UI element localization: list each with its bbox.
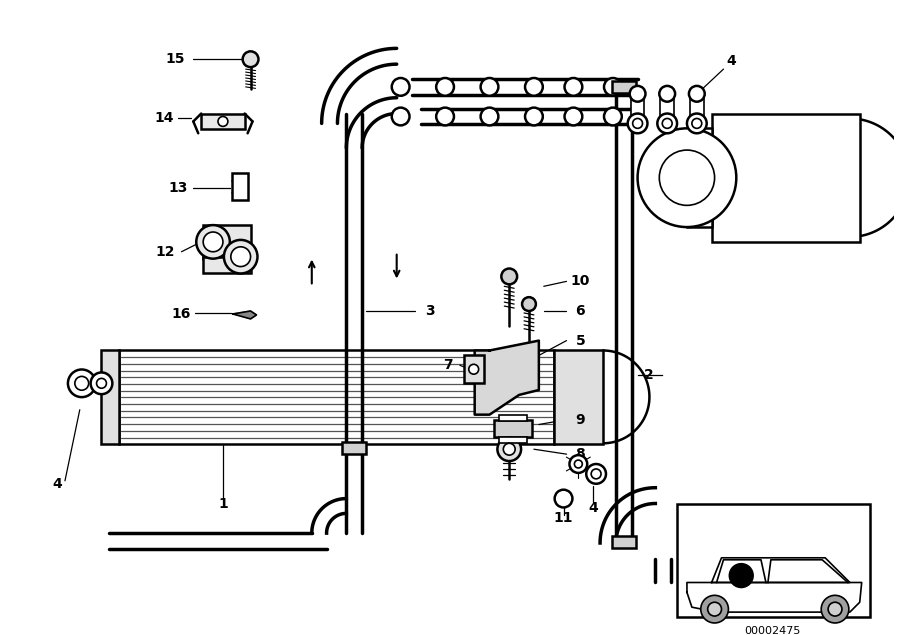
Text: 9: 9 [575, 413, 585, 427]
Bar [500, 415, 527, 420]
Circle shape [707, 602, 722, 616]
Circle shape [469, 364, 479, 374]
Text: 2: 2 [644, 368, 653, 382]
Bar [687, 128, 712, 227]
Circle shape [392, 107, 410, 125]
Bar [203, 225, 250, 258]
Circle shape [574, 460, 582, 468]
Circle shape [554, 490, 572, 507]
Text: 11: 11 [554, 511, 573, 525]
Circle shape [503, 443, 515, 455]
Circle shape [692, 119, 702, 128]
Circle shape [525, 107, 543, 125]
Bar [202, 114, 245, 130]
Bar [690, 98, 704, 119]
Polygon shape [474, 340, 539, 415]
Circle shape [564, 78, 582, 96]
Bar [500, 438, 527, 443]
Circle shape [687, 114, 707, 133]
Circle shape [729, 564, 753, 587]
Circle shape [591, 469, 601, 479]
Polygon shape [233, 311, 256, 319]
Bar [661, 98, 674, 119]
Bar [464, 356, 483, 383]
Text: 6: 6 [575, 304, 585, 318]
Text: 12: 12 [156, 244, 176, 258]
Circle shape [657, 114, 677, 133]
Circle shape [828, 602, 842, 616]
Polygon shape [712, 558, 850, 582]
Circle shape [68, 370, 95, 397]
Circle shape [660, 150, 715, 205]
Circle shape [75, 377, 89, 391]
Bar [612, 536, 635, 548]
Circle shape [633, 119, 643, 128]
Text: 15: 15 [166, 52, 185, 66]
Bar [712, 114, 859, 242]
Bar [342, 443, 366, 454]
Circle shape [662, 119, 672, 128]
Bar [120, 351, 554, 444]
Bar [102, 351, 120, 444]
Circle shape [627, 114, 647, 133]
Bar [612, 81, 635, 93]
Circle shape [243, 51, 258, 67]
Circle shape [688, 86, 705, 102]
Text: 00002475: 00002475 [744, 626, 801, 635]
Bar [232, 173, 248, 201]
Circle shape [436, 107, 454, 125]
Text: 4: 4 [672, 190, 682, 204]
Text: 14: 14 [154, 112, 174, 126]
Circle shape [660, 86, 675, 102]
Bar [494, 420, 532, 438]
Circle shape [525, 78, 543, 96]
Bar [554, 351, 603, 444]
Text: 5: 5 [575, 333, 585, 347]
Circle shape [481, 78, 499, 96]
Text: 10: 10 [571, 274, 590, 288]
Circle shape [630, 86, 645, 102]
Circle shape [604, 107, 622, 125]
Bar [203, 257, 250, 274]
Circle shape [570, 455, 587, 473]
Circle shape [637, 128, 736, 227]
Text: 13: 13 [169, 180, 188, 194]
Circle shape [522, 297, 536, 311]
Circle shape [91, 373, 112, 394]
Circle shape [203, 232, 223, 251]
Circle shape [224, 240, 257, 274]
Text: 7: 7 [443, 358, 453, 372]
Circle shape [218, 116, 228, 126]
Text: 16: 16 [172, 307, 191, 321]
Circle shape [230, 247, 250, 267]
Bar [631, 98, 644, 119]
Circle shape [501, 269, 518, 284]
Circle shape [392, 78, 410, 96]
Circle shape [701, 596, 728, 623]
Circle shape [481, 107, 499, 125]
Circle shape [586, 464, 606, 484]
Text: 1: 1 [218, 497, 228, 511]
Circle shape [196, 225, 230, 258]
Circle shape [564, 107, 582, 125]
Circle shape [604, 78, 622, 96]
Circle shape [96, 378, 106, 388]
Bar [677, 504, 869, 617]
Text: 4: 4 [726, 54, 736, 68]
Circle shape [821, 596, 849, 623]
Text: 4: 4 [589, 502, 598, 516]
Circle shape [498, 438, 521, 461]
Text: 3: 3 [426, 304, 435, 318]
Polygon shape [687, 582, 861, 612]
Circle shape [436, 78, 454, 96]
Text: 8: 8 [575, 447, 585, 461]
Text: 4: 4 [52, 477, 62, 491]
